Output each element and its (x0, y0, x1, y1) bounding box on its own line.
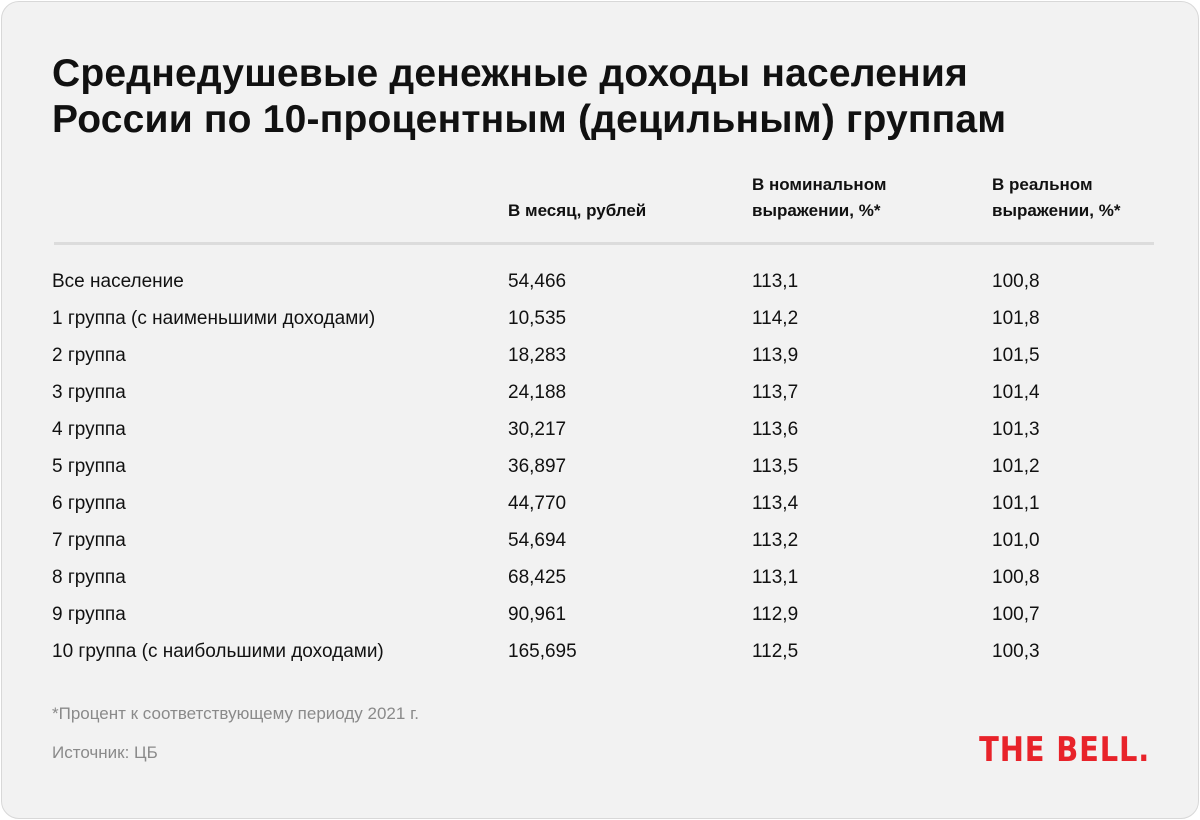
source: Источник: ЦБ (52, 743, 158, 762)
row-label: 6 группа (52, 493, 126, 514)
row-label: 7 группа (52, 530, 126, 551)
cell-value: 18,283 (508, 345, 567, 366)
cell-value: 113,2 (752, 530, 799, 551)
row-label: 3 группа (52, 382, 126, 403)
cell-value: 100,7 (992, 604, 1040, 625)
cell-value: 101,2 (992, 456, 1040, 477)
cell-value: 10,535 (508, 308, 567, 329)
logo: THE BELL. (979, 730, 1150, 770)
cell-value: 113,6 (752, 419, 799, 440)
cell-value: 112,5 (752, 641, 799, 662)
cell-value: 165,695 (508, 641, 577, 662)
cell-value: 112,9 (752, 604, 799, 625)
column-header: выражении, %* (992, 201, 1121, 220)
row-label: 1 группа (с наименьшими доходами) (52, 308, 376, 329)
row-label: 9 группа (52, 604, 126, 625)
column-header: В номинальном (752, 175, 887, 194)
cell-value: 100,8 (992, 271, 1040, 292)
cell-value: 101,8 (992, 308, 1040, 329)
cell-value: 114,2 (752, 308, 799, 329)
header-rule (54, 242, 1154, 245)
cell-value: 113,7 (752, 382, 799, 403)
cell-value: 101,5 (992, 345, 1040, 366)
row-label: 2 группа (52, 345, 126, 366)
cell-value: 113,1 (752, 567, 799, 588)
cell-value: 54,694 (508, 530, 567, 551)
cell-value: 90,961 (508, 604, 567, 625)
cell-value: 113,1 (752, 271, 799, 292)
cell-value: 68,425 (508, 567, 567, 588)
column-header: В месяц, рублей (508, 201, 647, 220)
cell-value: 101,1 (992, 493, 1040, 514)
cell-value: 113,4 (752, 493, 799, 514)
cell-value: 44,770 (508, 493, 567, 514)
cell-value: 113,5 (752, 456, 799, 477)
cell-value: 101,4 (992, 382, 1040, 403)
cell-value: 113,9 (752, 345, 799, 366)
cell-value: 24,188 (508, 382, 567, 403)
row-label: Все население (52, 271, 184, 292)
column-header: выражении, %* (752, 201, 881, 220)
row-label: 5 группа (52, 456, 126, 477)
title-line: Среднедушевые денежные доходы населения (52, 52, 969, 95)
row-label: 4 группа (52, 419, 126, 440)
cell-value: 100,8 (992, 567, 1040, 588)
cell-value: 54,466 (508, 271, 567, 292)
cell-value: 30,217 (508, 419, 567, 440)
row-label: 8 группа (52, 567, 126, 588)
column-header: В реальном (992, 175, 1093, 194)
cell-value: 36,897 (508, 456, 567, 477)
cell-value: 101,0 (992, 530, 1040, 551)
title-line: России по 10-процентным (децильным) груп… (52, 98, 1007, 141)
cell-value: 100,3 (992, 641, 1040, 662)
footnote: *Процент к соответствующему периоду 2021… (52, 704, 419, 723)
cell-value: 101,3 (992, 419, 1040, 440)
row-label: 10 группа (с наибольшими доходами) (52, 641, 384, 662)
